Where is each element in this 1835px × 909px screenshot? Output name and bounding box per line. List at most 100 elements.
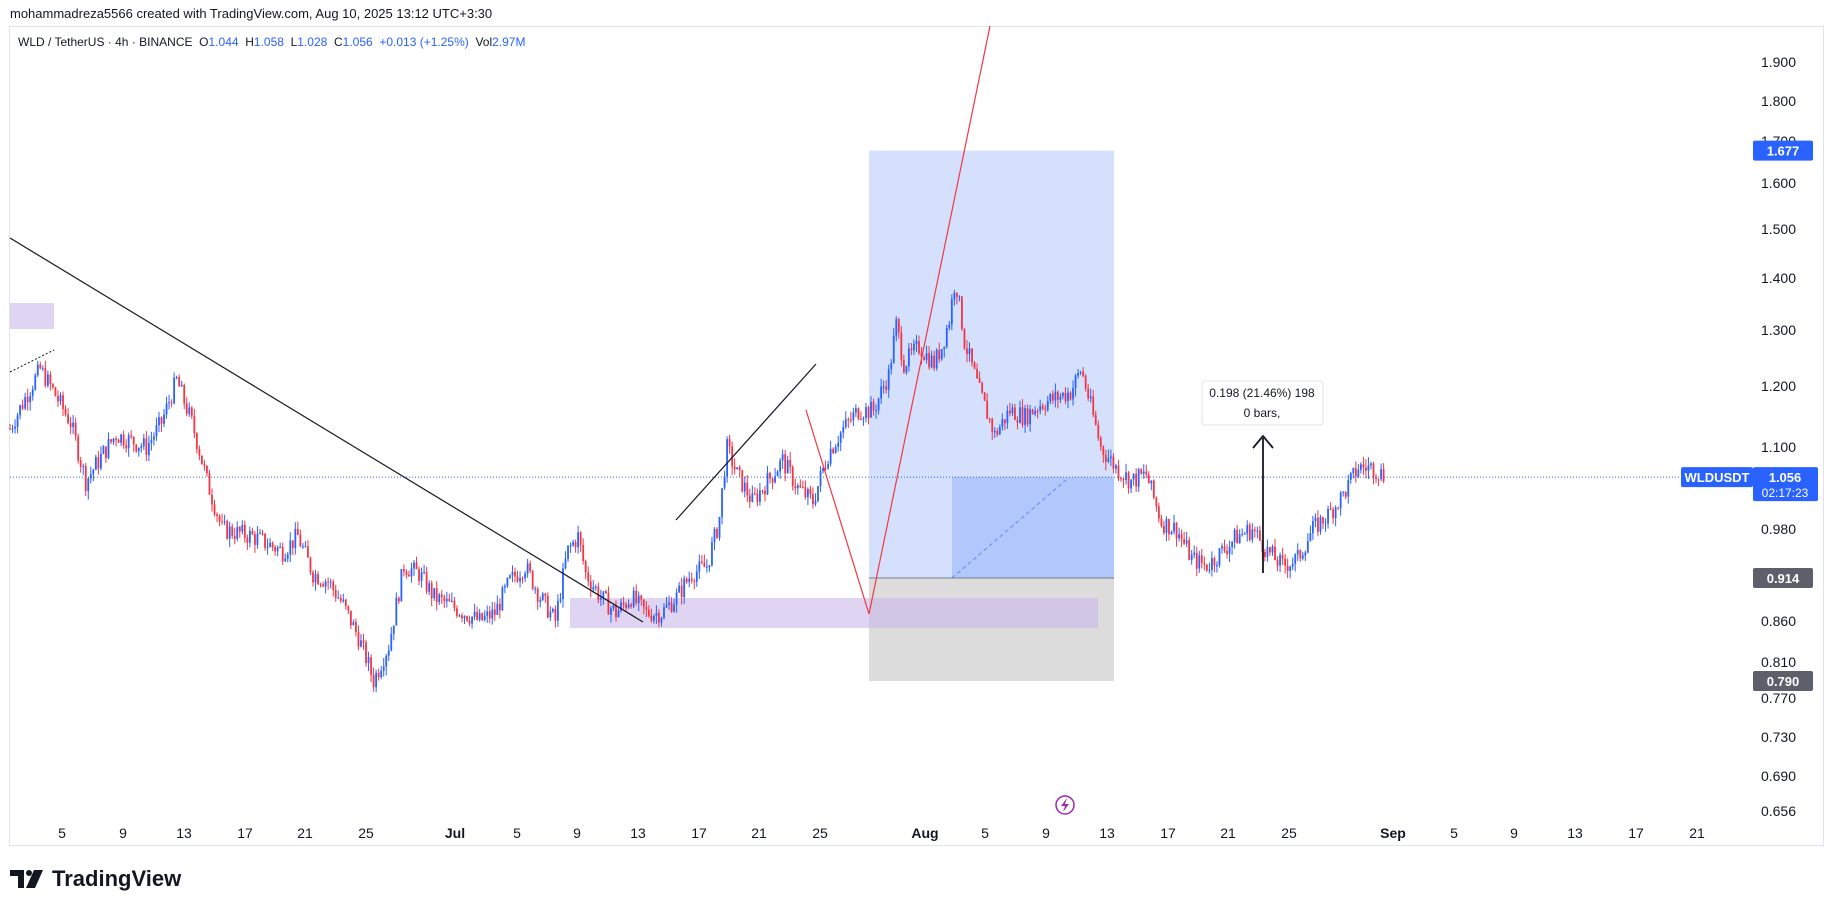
candle-up [385,653,388,676]
candle-body [524,573,526,579]
candle-down [327,577,330,590]
candle-body [1312,521,1314,534]
candle-up [1238,529,1241,544]
dotted-trendline [9,349,55,373]
candle-up [423,564,425,575]
candle-body [1157,506,1160,519]
time-tick-label: 21 [751,825,767,841]
candle-down [582,538,585,565]
supply-zone [10,303,54,329]
candle-body [925,353,928,361]
candle-down [105,446,107,463]
candle-up [1314,513,1317,528]
candle-body [966,348,968,355]
candle-body [1276,560,1279,566]
candle-up [1198,550,1201,573]
candle-down [597,582,600,604]
candle-up [304,541,307,548]
candle-body [1034,410,1037,415]
candle-up [892,327,895,364]
candle-down [872,398,875,416]
time-tick-label: 25 [1281,825,1297,841]
candle-body [69,423,72,428]
symbol-legend[interactable]: WLD / TetherUS · 4h · BINANCE O1.044 H1.… [18,35,525,49]
candle-up [163,408,165,428]
candle-body [897,319,900,333]
candle-body [880,386,883,399]
candle-up [173,372,176,405]
candle-body [1001,419,1004,427]
candle-body [132,436,135,445]
candle-body [276,547,279,552]
candle-down [1337,506,1340,510]
candle-down [1281,547,1284,565]
candle-body [1289,566,1292,571]
time-tick-label: 17 [237,825,253,841]
candle-down [910,342,913,356]
legend-volume-value: 2.97M [492,35,526,49]
candle-body [211,494,213,505]
candle-body [564,558,567,569]
candle-body [24,396,27,409]
candle-down [1016,416,1019,430]
candle-body [875,410,877,412]
event-icon-bolt [1061,798,1069,812]
candle-up [632,586,635,609]
candle-body [77,436,80,461]
candle-body [377,672,380,678]
candle-body [41,368,44,370]
candle-body [145,438,148,455]
candle-down [476,606,479,621]
candle-body [1226,550,1228,554]
candle-body [1286,565,1289,571]
candle-body [978,378,981,383]
candle-body [380,670,383,678]
price-tick-label: 0.770 [1761,690,1796,706]
candle-body [819,471,822,487]
entry-price-tag: 0.914 [1753,568,1813,588]
candle-body [410,568,413,577]
stop-price-tag-text: 0.790 [1767,674,1800,689]
candle-down [251,527,254,535]
candle-body [660,617,663,623]
tradingview-logo[interactable]: TradingView [10,866,181,892]
candle-up [1039,399,1042,415]
candle-body [1006,410,1009,424]
candle-up [539,596,542,608]
candle-body [963,329,966,349]
candle-body [238,527,241,532]
candle-body [445,598,448,602]
candle-down [978,371,981,383]
candle-body [812,494,814,505]
candle-down [973,361,976,370]
candle-up [895,316,898,342]
candle-body [892,335,895,363]
candle-down [44,360,47,388]
candle-down [271,541,274,552]
candle-body [1269,547,1271,553]
candle-up [31,385,34,401]
candle-up [1359,462,1362,474]
candle-down [741,469,744,493]
candle-body [1009,410,1011,414]
descending-trendline [9,237,644,623]
candle-down [1094,410,1097,426]
candle-up [120,433,122,447]
candle-down [418,566,420,586]
candle-body [64,408,67,415]
candle-down [579,531,582,553]
candle-down [918,335,920,356]
candle-body [695,571,698,582]
candle-body [968,348,971,355]
candle-body [1296,550,1299,555]
candle-body [799,485,802,488]
candle-body [1256,530,1259,532]
candle-down [1092,390,1095,418]
candle-body [284,558,287,562]
symbol-price-tag-text: WLDUSDT [1685,470,1750,485]
candle-down [221,513,223,525]
candle-down [190,405,193,420]
candle-body [708,565,711,567]
candle-body [1180,534,1183,539]
